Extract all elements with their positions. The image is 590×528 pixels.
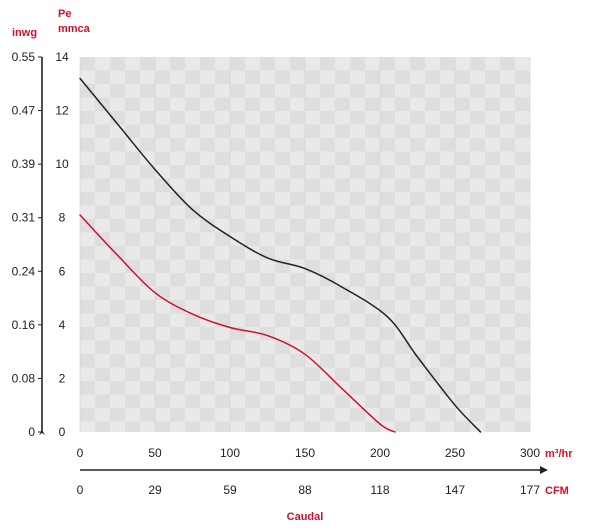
y-unit-primary-line2: mmca xyxy=(58,23,91,35)
series-line-1 xyxy=(79,77,482,433)
y-tick-label-secondary: 0.55 xyxy=(12,50,36,64)
y-tick-label: 8 xyxy=(59,211,66,225)
y-tick-label-secondary: 0.16 xyxy=(12,318,36,332)
x-axis-arrow-icon xyxy=(540,466,548,474)
y-unit-primary-line1: Pe xyxy=(58,8,71,20)
x-tick-label-secondary: 147 xyxy=(445,483,465,497)
x-unit-secondary-label: CFM xyxy=(545,485,569,497)
x-axis-title: Caudal xyxy=(287,511,324,523)
x-tick-label-secondary: 88 xyxy=(298,483,312,497)
y-tick-label: 12 xyxy=(55,104,69,118)
x-tick-label: 50 xyxy=(148,446,162,460)
y-tick-label: 4 xyxy=(59,318,66,332)
x-tick-label-secondary: 177 xyxy=(520,483,540,497)
x-tick-label-secondary: 0 xyxy=(77,483,84,497)
y-unit-secondary-label: inwg xyxy=(12,27,37,39)
y-tick-label-secondary: 0 xyxy=(28,425,35,439)
x-tick-label-secondary: 59 xyxy=(223,483,237,497)
x-tick-label-secondary: 118 xyxy=(370,483,389,497)
x-tick-label: 200 xyxy=(370,446,390,460)
tick-labels: 0 2 4 6 8 10 12 14 0 0.08 0.16 0.24 0.31 0.39 0.47 0.55… xyxy=(12,50,541,497)
grid-lines xyxy=(79,57,531,432)
y-tick-label: 6 xyxy=(59,264,66,278)
y-tick-label-secondary: 0.08 xyxy=(12,371,36,385)
series-line-2 xyxy=(79,214,396,433)
x-tick-label: 0 xyxy=(77,446,84,460)
y-tick-label: 10 xyxy=(55,157,69,171)
y-tick-label: 14 xyxy=(55,50,69,64)
y-tick-label: 0 xyxy=(59,425,66,439)
x-tick-label: 300 xyxy=(520,446,540,460)
y-tick-label-secondary: 0.24 xyxy=(12,264,36,278)
x-tick-label: 250 xyxy=(445,446,465,460)
x-tick-label: 150 xyxy=(295,446,315,460)
x-tick-label: 100 xyxy=(220,446,240,460)
y-tick-label: 2 xyxy=(59,371,66,385)
y-tick-label-secondary: 0.31 xyxy=(12,211,36,225)
series-layer xyxy=(79,77,482,433)
y-tick-label-secondary: 0.39 xyxy=(12,157,36,171)
x-tick-label-secondary: 29 xyxy=(148,483,162,497)
x-unit-primary-label: m³/hr xyxy=(545,448,573,460)
y-tick-label-secondary: 0.47 xyxy=(12,104,36,118)
